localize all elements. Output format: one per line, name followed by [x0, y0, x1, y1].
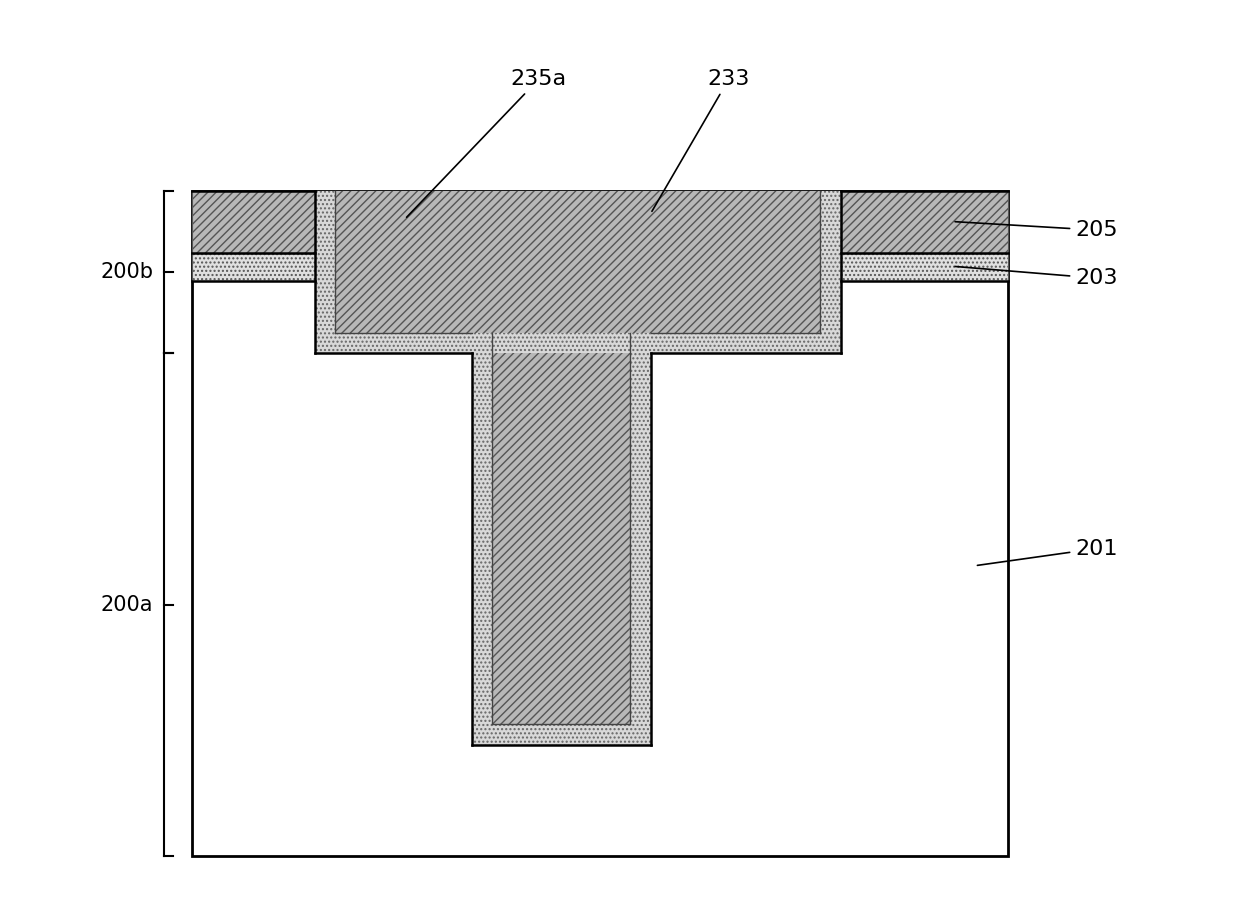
Bar — [193, 192, 315, 252]
FancyBboxPatch shape — [193, 192, 1008, 856]
Text: 203: 203 — [955, 266, 1118, 288]
Text: 201: 201 — [977, 538, 1118, 566]
Text: 200b: 200b — [100, 262, 153, 282]
Text: 205: 205 — [955, 220, 1118, 240]
Bar — [336, 192, 821, 333]
Bar — [315, 192, 336, 353]
Text: 235a: 235a — [406, 69, 566, 217]
Bar — [821, 192, 840, 353]
Bar — [492, 353, 631, 725]
Bar — [193, 252, 315, 281]
Bar — [471, 353, 492, 745]
Text: 233: 233 — [652, 69, 750, 212]
Bar — [471, 725, 650, 745]
Bar — [840, 252, 1008, 281]
Bar — [631, 353, 650, 745]
Bar — [840, 192, 1008, 252]
Text: 200a: 200a — [101, 595, 153, 615]
Bar — [315, 333, 840, 353]
